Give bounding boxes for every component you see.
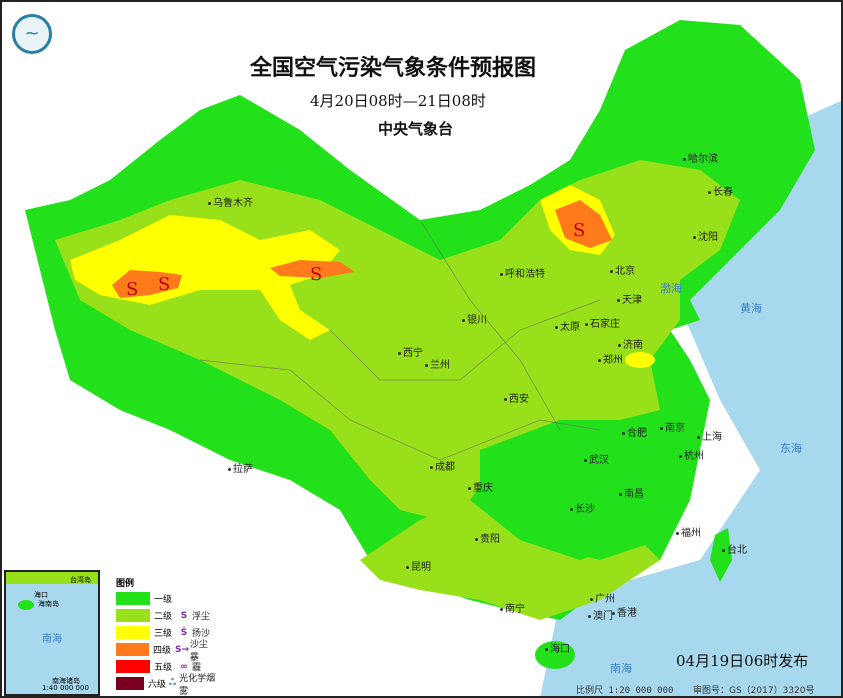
- sea-label-bohai: 渤海: [660, 282, 682, 295]
- city-label: 石家庄: [585, 315, 620, 330]
- city-label: 武汉: [584, 451, 609, 466]
- city-label: 银川: [462, 311, 487, 326]
- dust-markers: S S SS: [126, 220, 585, 300]
- level-3-region: [70, 215, 340, 340]
- level-2-region-south: [360, 500, 660, 620]
- legend-row: 一级: [116, 590, 216, 607]
- city-label: 拉萨: [228, 460, 253, 475]
- sea-area: [540, 100, 843, 698]
- city-label: 西安: [504, 390, 529, 405]
- inset-label: 海南岛: [38, 600, 59, 608]
- svg-text:S: S: [158, 274, 170, 295]
- svg-text:S: S: [310, 264, 322, 285]
- legend-row: 四级 S→ 沙尘暴: [116, 640, 216, 663]
- city-label: 西宁: [398, 344, 423, 359]
- legend-symbol-label: 扬沙: [192, 629, 211, 639]
- sandstorm-icon: S→: [175, 644, 190, 655]
- city-label: 台北: [722, 541, 747, 556]
- city-label: 香港: [612, 604, 637, 619]
- photochemical-smog-icon: ஃ: [168, 678, 177, 688]
- city-label: 长春: [708, 183, 733, 198]
- legend-swatch: [116, 609, 150, 622]
- city-label: 长沙: [570, 500, 595, 515]
- blowing-sand-icon: Ṡ: [180, 627, 188, 638]
- legend-symbol-label: 霾: [192, 663, 202, 673]
- legend-swatch: [116, 643, 149, 656]
- legend-swatch: [116, 592, 150, 605]
- city-label: 成都: [430, 458, 455, 473]
- inset-label: 南海: [42, 634, 62, 645]
- city-label: 郑州: [598, 351, 623, 366]
- svg-text:S: S: [573, 220, 585, 241]
- legend-row: 三级 Ṡ 扬沙: [116, 624, 216, 641]
- city-label: 澳门: [588, 607, 613, 622]
- sea-label-nanhai: 南海: [610, 662, 632, 675]
- svg-text:S: S: [126, 279, 138, 300]
- city-label: 乌鲁木齐: [208, 194, 253, 209]
- level-4-region: [270, 260, 355, 278]
- city-label: 南宁: [500, 600, 525, 615]
- city-label: 哈尔滨: [683, 150, 718, 165]
- legend-level-label: 二级: [154, 612, 173, 622]
- city-label: 南昌: [619, 485, 644, 500]
- legend-row: 六级 ஃ 光化学烟雾: [116, 674, 216, 697]
- legend-swatch: [116, 677, 144, 690]
- map-approval-number: 审图号：GS（2017）3320号: [693, 686, 815, 696]
- city-label: 济南: [618, 336, 643, 351]
- legend-level-label: 四级: [152, 646, 171, 656]
- legend-swatch: [116, 626, 150, 639]
- inset-label: 南海诸岛: [52, 677, 80, 685]
- city-label: 福州: [676, 524, 701, 539]
- city-label: 南京: [660, 419, 685, 434]
- haze-icon: ∞: [180, 661, 188, 672]
- legend-level-label: 六级: [147, 680, 166, 690]
- legend-level-label: 一级: [154, 595, 173, 605]
- city-label: 海口: [545, 640, 570, 655]
- legend-symbol-label: 沙尘暴: [189, 639, 208, 663]
- city-label: 太原: [555, 318, 580, 333]
- legend-row: 二级 S 浮尘: [116, 607, 216, 624]
- publish-time: 04月19日06时发布: [676, 652, 809, 670]
- scale-bar-text: 比例尺 1:20 000 000: [576, 686, 674, 696]
- forecast-period: 4月20日08时—21日08时: [310, 92, 486, 110]
- map-title: 全国空气污染气象条件预报图: [250, 56, 537, 81]
- legend: 图例 一级 二级 S 浮尘 三级 Ṡ 扬沙 四级 S→ 沙尘暴 五级 ∞ 霾六级 ஃ 光化学烟雾: [116, 576, 216, 697]
- city-label: 合肥: [622, 424, 647, 439]
- sea-label-huanghai: 黄海: [740, 302, 762, 315]
- city-label: 贵阳: [475, 530, 500, 545]
- city-label: 呼和浩特: [500, 265, 545, 280]
- level-3-region-sd: [625, 352, 655, 368]
- cma-logo: ~: [12, 14, 52, 54]
- city-label: 上海: [697, 428, 722, 443]
- level-4-region: [555, 200, 612, 248]
- issuer: 中央气象台: [378, 120, 454, 138]
- legend-swatch: [116, 660, 150, 673]
- city-label: 重庆: [468, 479, 493, 494]
- legend-level-label: 三级: [154, 629, 173, 639]
- legend-title: 图例: [116, 579, 135, 589]
- legend-symbol-label: 浮尘: [192, 612, 211, 622]
- legend-symbol-label: 光化学烟雾: [179, 673, 216, 697]
- city-label: 昆明: [406, 558, 431, 573]
- inset-label: 台湾岛: [70, 576, 91, 584]
- city-label: 北京: [610, 262, 635, 277]
- city-label: 广州: [590, 590, 615, 605]
- city-label: 兰州: [425, 356, 450, 371]
- inset-label: 海口: [34, 591, 48, 599]
- legend-level-label: 五级: [154, 663, 173, 673]
- level-1-region-south: [480, 420, 680, 560]
- city-label: 杭州: [679, 447, 704, 462]
- level-4-region: [112, 270, 182, 298]
- legend-row: 五级 ∞ 霾: [116, 658, 216, 675]
- south-china-sea-inset: 海口 海南岛 台湾岛 南海 南海诸岛 1:40 000 000: [4, 570, 100, 696]
- city-label: 天津: [617, 291, 642, 306]
- sea-label-donghai: 东海: [780, 442, 802, 455]
- city-label: 沈阳: [693, 228, 718, 243]
- dust-icon: S: [180, 610, 188, 621]
- inset-scale: 1:40 000 000: [42, 684, 89, 692]
